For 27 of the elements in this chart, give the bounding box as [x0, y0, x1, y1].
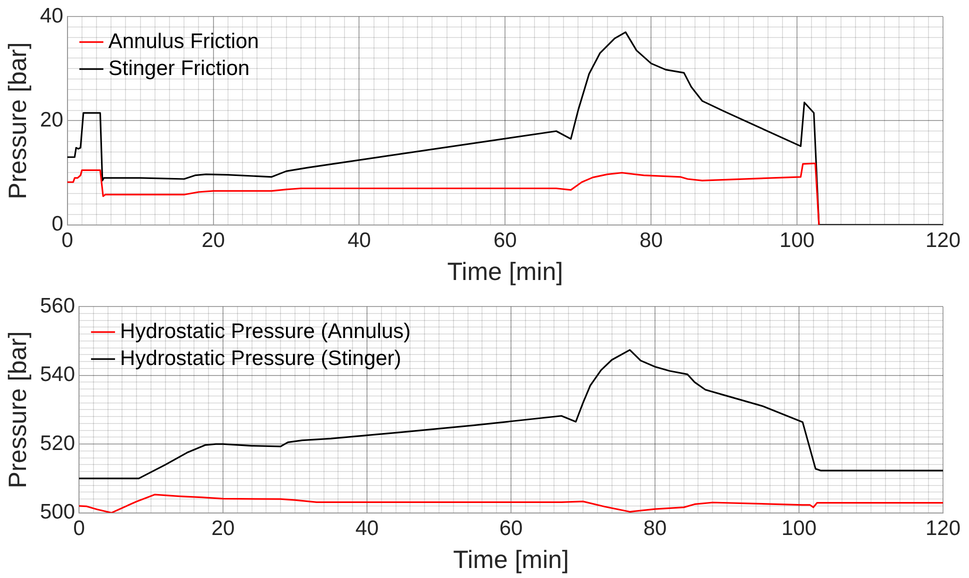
- x-tick-label: 80: [639, 229, 663, 252]
- y-axis-title: Pressure [bar]: [4, 331, 32, 488]
- x-tick-label: 20: [202, 229, 225, 252]
- x-tick-label: 40: [348, 229, 371, 252]
- y-tick-label: 40: [40, 4, 64, 28]
- x-axis-title: Time [min]: [453, 546, 569, 574]
- y-tick-label: 540: [40, 363, 76, 386]
- y-tick-label: 520: [40, 432, 76, 455]
- x-tick-label: 100: [781, 517, 817, 540]
- y-axis-title: Pressure [bar]: [4, 42, 32, 200]
- y-tick-label: 20: [40, 108, 64, 132]
- x-tick-label: 60: [494, 229, 517, 252]
- y-tick-label: 0: [52, 212, 64, 236]
- legend-label: Annulus Friction: [108, 30, 259, 53]
- x-axis-title: Time [min]: [447, 258, 564, 286]
- y-tick-label: 500: [40, 500, 76, 524]
- x-tick-label: 20: [211, 517, 235, 540]
- y-tick-label: 560: [40, 294, 76, 318]
- x-tick-label: 100: [780, 229, 815, 252]
- x-tick-label: 60: [499, 517, 523, 540]
- x-tick-label: 40: [355, 517, 379, 540]
- x-tick-label: 120: [925, 517, 961, 540]
- x-tick-label: 120: [925, 229, 961, 252]
- x-tick-label: 80: [643, 517, 667, 540]
- legend-label: Hydrostatic Pressure (Stinger): [120, 346, 402, 370]
- legend-label: Hydrostatic Pressure (Annulus): [120, 320, 411, 343]
- legend-label: Stinger Friction: [108, 56, 250, 80]
